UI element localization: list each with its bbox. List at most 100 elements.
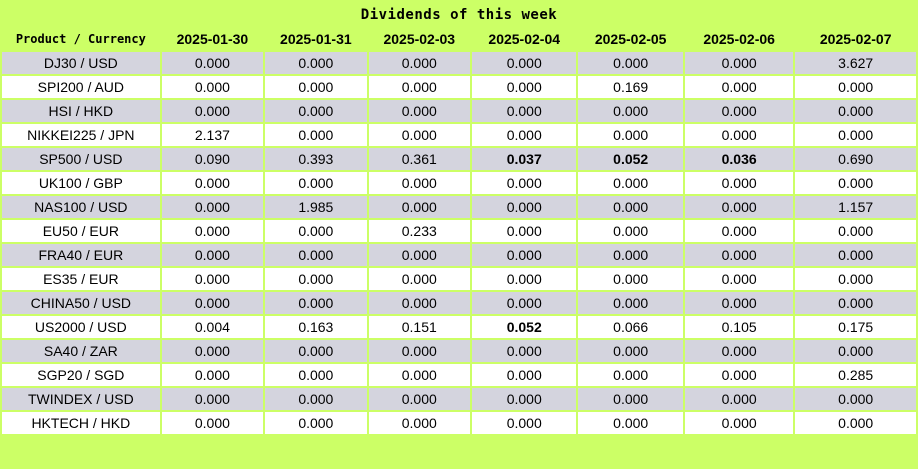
dividend-value-cell: 0.000 [795, 268, 916, 290]
dividend-value-cell: 0.000 [472, 172, 577, 194]
dividend-value-cell: 0.000 [265, 76, 367, 98]
product-cell: HKTECH / HKD [2, 412, 160, 434]
table-row: HKTECH / HKD 0.000 0.000 0.000 0.000 0.000 0.0… [2, 412, 916, 434]
dividend-value-cell: 0.037 [472, 148, 577, 170]
dividend-value-cell: 0.004 [161, 316, 264, 338]
dividend-value-cell: 0.000 [161, 52, 264, 74]
product-cell: SP500 / USD [2, 148, 160, 170]
dividend-value-cell: 0.000 [684, 220, 794, 242]
product-cell: FRA40 / EUR [2, 244, 160, 266]
product-cell: SPI200 / AUD [2, 76, 160, 98]
dividend-value-cell: 0.000 [578, 220, 683, 242]
dividend-value-cell: 0.000 [472, 340, 577, 362]
dividend-value-cell: 0.000 [472, 76, 577, 98]
column-header-date: 2025-01-30 [161, 28, 264, 50]
dividend-value-cell: 3.627 [795, 52, 916, 74]
dividend-value-cell: 0.000 [368, 52, 470, 74]
dividend-value-cell: 0.000 [368, 364, 470, 386]
dividend-value-cell: 0.052 [472, 316, 577, 338]
dividend-value-cell: 0.000 [368, 76, 470, 98]
dividend-value-cell: 1.157 [795, 196, 916, 218]
table-row: SPI200 / AUD 0.000 0.000 0.000 0.000 0.169 0.0… [2, 76, 916, 98]
dividend-value-cell: 0.361 [368, 148, 470, 170]
dividend-value-cell: 0.000 [578, 412, 683, 434]
dividend-value-cell: 0.000 [795, 124, 916, 146]
column-header-product: Product / Currency [2, 28, 160, 50]
dividends-table: Product / Currency 2025-01-30 2025-01-31… [0, 26, 918, 436]
dividend-value-cell: 0.000 [368, 388, 470, 410]
dividend-value-cell: 0.000 [161, 220, 264, 242]
dividend-value-cell: 0.000 [368, 292, 470, 314]
dividend-value-cell: 0.000 [472, 268, 577, 290]
header-row: Product / Currency 2025-01-30 2025-01-31… [2, 28, 916, 50]
dividend-value-cell: 0.000 [265, 52, 367, 74]
dividend-value-cell: 0.000 [684, 124, 794, 146]
dividend-value-cell: 0.000 [161, 100, 264, 122]
dividend-value-cell: 0.000 [795, 340, 916, 362]
dividend-value-cell: 0.000 [368, 196, 470, 218]
dividend-value-cell: 0.000 [161, 172, 264, 194]
dividend-value-cell: 0.175 [795, 316, 916, 338]
dividend-value-cell: 0.000 [265, 268, 367, 290]
column-header-date: 2025-02-03 [368, 28, 470, 50]
dividend-value-cell: 0.000 [684, 340, 794, 362]
table-row: SGP20 / SGD 0.000 0.000 0.000 0.000 0.000 0.00… [2, 364, 916, 386]
dividend-value-cell: 0.285 [795, 364, 916, 386]
dividend-value-cell: 0.052 [578, 148, 683, 170]
dividend-value-cell: 0.036 [684, 148, 794, 170]
dividend-value-cell: 0.000 [684, 388, 794, 410]
dividend-value-cell: 0.066 [578, 316, 683, 338]
dividend-value-cell: 0.000 [795, 172, 916, 194]
table-row: US2000 / USD 0.004 0.163 0.151 0.052 0.066 0.1… [2, 316, 916, 338]
dividend-value-cell: 0.000 [684, 52, 794, 74]
column-header-date: 2025-02-04 [472, 28, 577, 50]
dividend-value-cell: 0.000 [795, 292, 916, 314]
dividend-value-cell: 0.000 [161, 412, 264, 434]
dividend-value-cell: 0.000 [684, 412, 794, 434]
dividend-value-cell: 0.000 [795, 244, 916, 266]
column-header-date: 2025-02-05 [578, 28, 683, 50]
dividend-value-cell: 0.000 [265, 388, 367, 410]
dividend-value-cell: 0.000 [472, 220, 577, 242]
dividend-value-cell: 0.000 [472, 292, 577, 314]
product-cell: DJ30 / USD [2, 52, 160, 74]
dividend-value-cell: 0.000 [472, 364, 577, 386]
product-cell: CHINA50 / USD [2, 292, 160, 314]
dividend-value-cell: 0.000 [578, 196, 683, 218]
dividend-value-cell: 0.000 [472, 412, 577, 434]
dividend-value-cell: 0.105 [684, 316, 794, 338]
dividend-value-cell: 0.000 [368, 412, 470, 434]
dividend-value-cell: 0.000 [472, 52, 577, 74]
product-cell: HSI / HKD [2, 100, 160, 122]
product-cell: TWINDEX / USD [2, 388, 160, 410]
dividend-value-cell: 0.000 [161, 196, 264, 218]
dividend-value-cell: 0.000 [265, 292, 367, 314]
dividend-value-cell: 0.163 [265, 316, 367, 338]
table-row: CHINA50 / USD 0.000 0.000 0.000 0.000 0.000 0.… [2, 292, 916, 314]
dividend-value-cell: 0.000 [368, 244, 470, 266]
dividend-value-cell: 0.151 [368, 316, 470, 338]
dividend-value-cell: 0.000 [368, 100, 470, 122]
dividend-value-cell: 0.000 [578, 340, 683, 362]
table-row: NIKKEI225 / JPN 2.137 0.000 0.000 0.000 0.000… [2, 124, 916, 146]
dividend-value-cell: 0.000 [684, 172, 794, 194]
dividend-value-cell: 0.000 [472, 244, 577, 266]
product-cell: NAS100 / USD [2, 196, 160, 218]
product-cell: SA40 / ZAR [2, 340, 160, 362]
dividend-value-cell: 0.000 [265, 172, 367, 194]
dividend-value-cell: 0.000 [161, 244, 264, 266]
dividend-value-cell: 0.000 [578, 364, 683, 386]
dividend-value-cell: 0.000 [161, 76, 264, 98]
dividend-value-cell: 0.000 [368, 340, 470, 362]
product-cell: ES35 / EUR [2, 268, 160, 290]
dividend-value-cell: 0.000 [161, 268, 264, 290]
table-body: DJ30 / USD 0.000 0.000 0.000 0.000 0.000 0.000… [2, 52, 916, 434]
table-row: NAS100 / USD 0.000 1.985 0.000 0.000 0.000 0.0… [2, 196, 916, 218]
dividend-value-cell: 0.000 [472, 124, 577, 146]
table-row: SA40 / ZAR 0.000 0.000 0.000 0.000 0.000 0.000… [2, 340, 916, 362]
dividend-value-cell: 0.000 [265, 340, 367, 362]
dividend-value-cell: 0.000 [684, 76, 794, 98]
dividend-value-cell: 0.000 [265, 124, 367, 146]
dividend-value-cell: 0.000 [472, 196, 577, 218]
